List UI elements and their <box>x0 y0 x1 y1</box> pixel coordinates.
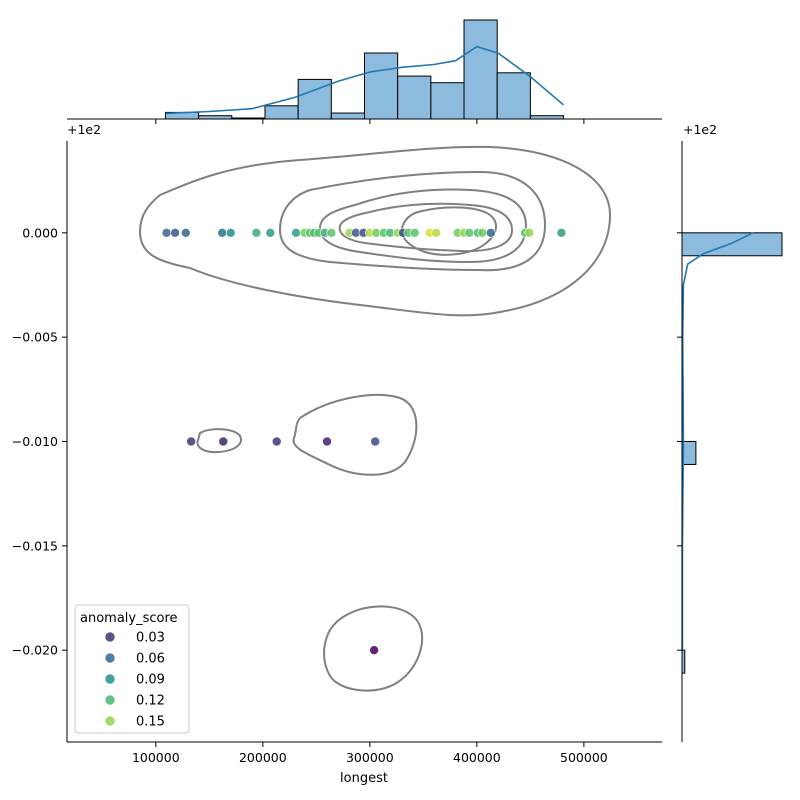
y-offset-label: +1e2 <box>683 122 717 137</box>
kde-contour-small-left <box>196 428 242 454</box>
kde-contour-level-1 <box>138 145 612 317</box>
legend-label: 0.03 <box>136 631 165 646</box>
scatter-point <box>431 228 441 238</box>
top-kde-line <box>165 45 565 115</box>
legend-title: anomaly_score <box>80 611 178 626</box>
y-tick-label: −0.005 <box>12 330 58 345</box>
x-axis-title: longest <box>340 771 388 786</box>
scatter-point <box>225 228 236 238</box>
top-hist-bar <box>430 82 465 120</box>
x-tick-label: 500000 <box>560 750 608 765</box>
legend-marker <box>104 673 116 685</box>
legend-label: 0.15 <box>136 715 165 730</box>
kde-contour-mid-row <box>292 393 418 476</box>
scatter-point <box>369 645 379 655</box>
top-hist-bar <box>264 105 299 120</box>
legend-label: 0.06 <box>136 652 165 667</box>
top-marginal-histogram <box>67 19 662 120</box>
x-tick-label: 300000 <box>346 750 394 765</box>
right-hist-bar <box>681 232 783 257</box>
scatter-point <box>409 228 420 238</box>
legend-frame <box>74 604 190 734</box>
kde-contour-level-4 <box>338 202 514 253</box>
kde-contours <box>138 145 612 692</box>
kde-contour-level-2 <box>278 170 547 272</box>
x-tick-label: 400000 <box>453 750 501 765</box>
top-hist-bar <box>463 19 498 120</box>
scatter-point <box>370 436 381 447</box>
scatter-point <box>326 228 337 238</box>
scatter-point <box>271 436 282 447</box>
scatter-point <box>251 228 262 238</box>
x-tick-label: 200000 <box>239 750 287 765</box>
scatter-point <box>186 436 196 447</box>
scatter-point <box>524 228 535 238</box>
x-offset-label: +1e2 <box>67 122 101 137</box>
legend-label: 0.12 <box>136 694 165 709</box>
y-tick-label: 0.000 <box>22 225 58 240</box>
scatter-point <box>265 228 276 238</box>
scatter-point <box>464 228 475 238</box>
scatter-point <box>291 228 301 238</box>
top-hist-bar <box>496 72 531 120</box>
legend-items: 0.03 0.06 0.09 0.12 0.15 <box>104 631 165 730</box>
kde-contour-bottom <box>323 605 424 692</box>
scatter-point <box>217 228 227 238</box>
kde-contour-level-5 <box>400 206 497 256</box>
right-kde-line <box>681 232 754 651</box>
top-hist-bar <box>364 52 399 120</box>
scatter-point <box>485 228 496 238</box>
axes: 100000 200000 300000 400000 500000 0.000 −0.00… <box>12 119 682 765</box>
scatter-points <box>161 228 567 655</box>
scatter-point <box>218 436 229 447</box>
legend: anomaly_score 0.03 0.06 0.09 0.12 0.15 <box>74 604 190 734</box>
legend-marker <box>104 631 116 643</box>
legend-marker <box>104 715 116 727</box>
top-hist-bar <box>397 75 432 120</box>
scatter-point <box>556 228 567 238</box>
right-marginal-histogram <box>681 141 783 742</box>
y-tick-label: −0.010 <box>12 434 58 449</box>
legend-marker <box>104 652 116 664</box>
x-tick-label: 100000 <box>132 750 180 765</box>
legend-marker <box>104 694 116 706</box>
y-tick-label: −0.020 <box>12 643 58 658</box>
top-hist-bar <box>330 112 365 120</box>
scatter-point <box>180 228 191 238</box>
scatter-point <box>161 228 172 238</box>
legend-label: 0.09 <box>136 673 165 688</box>
scatter-point <box>170 228 180 238</box>
scatter-point <box>322 436 332 447</box>
y-tick-label: −0.015 <box>12 538 58 553</box>
scatter-point <box>477 228 488 238</box>
main-scatter-plot <box>138 145 612 692</box>
